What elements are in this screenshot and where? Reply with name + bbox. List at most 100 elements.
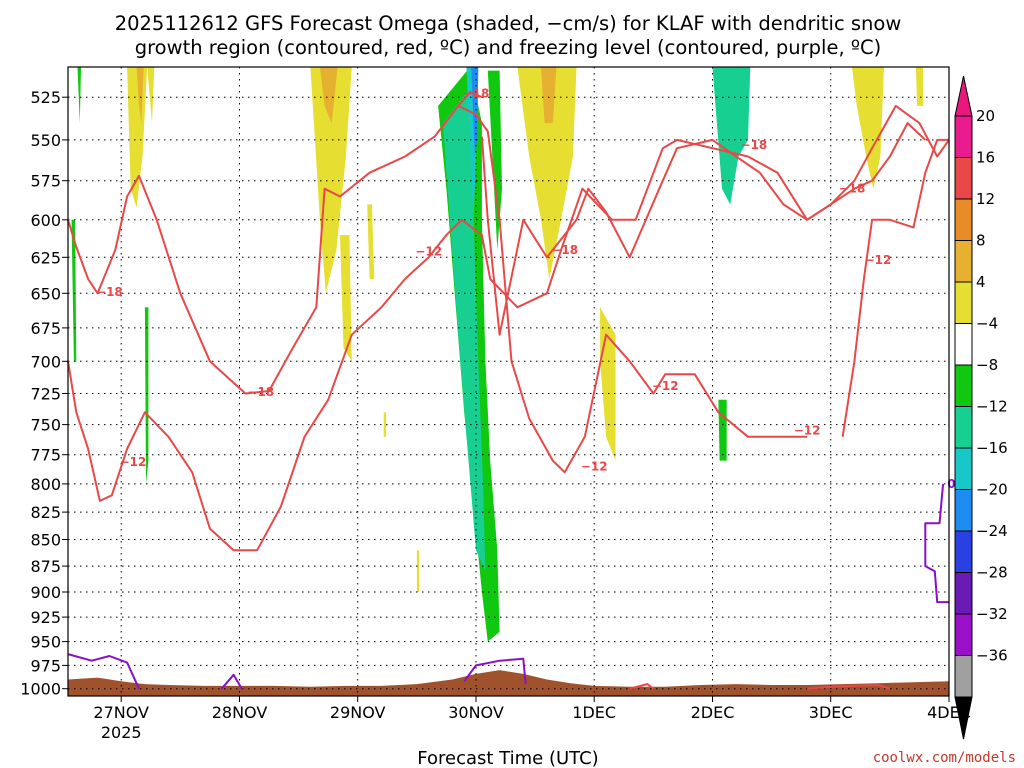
colorbar-legend: 20 16 12 8 4 −4 −8 −12 −16 −20 −24 −28 −32 −36	[954, 75, 1008, 740]
y-tick-label-675: 675	[30, 319, 61, 338]
colorbar-label--4: −4	[976, 315, 998, 333]
omega-patch-7	[431, 123, 480, 666]
omega-patch-18	[712, 67, 751, 205]
omega-patch-19	[718, 399, 727, 461]
y-tick-label-1000: 1000	[20, 680, 61, 699]
colorbar-box-12	[954, 198, 973, 241]
colorbar-box-4	[954, 281, 973, 324]
y-tick-label-725: 725	[30, 385, 61, 404]
x-tick-label-3: 30NOV	[448, 703, 504, 722]
contour-line-5	[67, 653, 140, 690]
colorbar-label--24: −24	[976, 522, 1008, 540]
omega-shading	[71, 67, 923, 666]
colorbar-box--8	[954, 364, 973, 407]
y-tick-label-875: 875	[30, 557, 61, 576]
colorbar-label-8: 8	[976, 232, 986, 250]
colorbar-box-8	[954, 240, 973, 283]
omega-patch-21	[915, 67, 923, 106]
colorbar-box--24	[954, 530, 973, 573]
colorbar-label--32: −32	[976, 605, 1008, 623]
omega-patch-1	[136, 67, 144, 124]
x-tick-label-5: 2DEC	[691, 703, 735, 722]
omega-patch-2	[147, 67, 155, 124]
contour-line-10	[807, 684, 891, 690]
contour-line-6	[220, 673, 243, 690]
omega-patch-26	[383, 412, 387, 437]
y-tick-label-700: 700	[30, 352, 61, 371]
chart-title: 2025112612 GFS Forecast Omega (shaded, −…	[115, 12, 902, 59]
y-tick-label-775: 775	[30, 446, 61, 465]
omega-patch-25	[416, 550, 420, 592]
colorbar-label-16: 16	[976, 149, 995, 167]
x-tick-label-2: 29NOV	[330, 703, 386, 722]
y-tick-label-925: 925	[30, 608, 61, 627]
title-line-1: 2025112612 GFS Forecast Omega (shaded, −…	[115, 12, 902, 35]
colorbar-box--16	[954, 447, 973, 490]
contour-lines	[67, 91, 950, 690]
omega-patch-24	[144, 307, 149, 484]
colorbar-label--12: −12	[976, 398, 1008, 416]
y-tick-label-900: 900	[30, 583, 61, 602]
colorbar-box-20	[954, 115, 973, 158]
omega-patch-15	[541, 67, 557, 124]
colorbar-box-16	[954, 157, 973, 200]
colorbar-under-triangle	[954, 696, 973, 740]
colorbar-box--12	[954, 406, 973, 449]
colorbar-label--16: −16	[976, 439, 1008, 457]
x-tick-label-6: 3DEC	[809, 703, 853, 722]
colorbar-label--20: −20	[976, 481, 1008, 499]
contour-label-10: −12	[794, 424, 821, 438]
contour-label-4: −18	[741, 138, 768, 152]
contour-label-9: −12	[652, 379, 679, 393]
contour-line-9	[629, 683, 655, 690]
y-tick-label-625: 625	[30, 248, 61, 267]
y-tick-label-825: 825	[30, 503, 61, 522]
omega-patch-23	[71, 219, 77, 362]
contour-line-2	[480, 104, 950, 336]
colorbar-label--8: −8	[976, 356, 998, 374]
x-tick-label-1: 28NOV	[212, 703, 268, 722]
contour-label-2: −18	[463, 87, 490, 101]
contour-label-12: 0	[947, 477, 955, 491]
omega-patch-12	[478, 67, 512, 437]
x-tick-label-4: 1DEC	[572, 703, 616, 722]
colorbar-box--28	[954, 572, 973, 615]
y-tick-label-800: 800	[30, 475, 61, 494]
contour-label-11: −12	[865, 253, 892, 267]
y-tick-label-750: 750	[30, 416, 61, 435]
omega-patch-5	[340, 235, 352, 362]
title-line-2: growth region (contoured, red, ºC) and f…	[135, 36, 882, 59]
contour-line-8	[924, 483, 949, 604]
site-credit: coolwx.com/models	[873, 750, 1016, 766]
contour-label-5: −18	[839, 182, 866, 196]
omega-patch-22	[77, 67, 81, 124]
contour-label-0: −18	[96, 285, 123, 299]
omega-patch-3	[310, 67, 352, 294]
omega-patch-9	[442, 88, 486, 572]
y-tick-label-525: 525	[30, 88, 61, 107]
colorbar-box--32	[954, 613, 973, 656]
contour-label-8: −12	[581, 460, 608, 474]
x-tick-label-0: 27NOV	[93, 703, 149, 722]
x-axis-title: Forecast Time (UTC)	[417, 748, 598, 768]
omega-patch-14	[517, 67, 577, 279]
colorbar-over-triangle	[954, 75, 973, 117]
colorbar-label--28: −28	[976, 564, 1008, 582]
colorbar-label-20: 20	[976, 107, 995, 125]
contour-line-7	[463, 657, 527, 685]
colorbar-label-4: 4	[976, 273, 986, 291]
terrain-fill	[68, 670, 949, 696]
colorbar-box--4	[954, 323, 973, 366]
contour-label-1: −18	[247, 385, 274, 399]
y-tick-label-600: 600	[30, 211, 61, 230]
x-tick-sublabel-0: 2025	[101, 723, 142, 742]
y-tick-label-550: 550	[30, 131, 61, 150]
y-tick-label-650: 650	[30, 284, 61, 303]
y-tick-label-850: 850	[30, 531, 61, 550]
colorbar-label-12: 12	[976, 190, 995, 208]
contour-labels: −18 −18 −18 −18 −18 −18 −12 −12 −12 −12 −12 −12 0	[96, 87, 956, 491]
colorbar-box--36	[954, 655, 973, 698]
omega-patch-4	[319, 67, 338, 124]
contour-line-4	[841, 138, 949, 437]
contour-label-7: −12	[415, 244, 442, 258]
